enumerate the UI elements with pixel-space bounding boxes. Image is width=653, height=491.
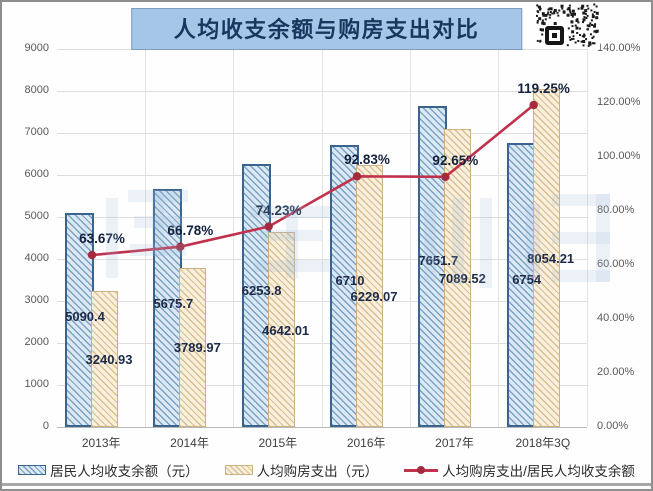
bar-housing-value: 7089.52	[438, 271, 486, 287]
y-axis-left-tick: 2000	[24, 336, 49, 348]
y-axis-left-tick: 7000	[24, 126, 49, 138]
balance-series-swatch	[18, 465, 47, 475]
qr-code-icon	[536, 3, 599, 47]
ratio-series-swatch	[404, 465, 439, 475]
bar-housing	[267, 232, 295, 427]
x-axis-tick: 2017年	[435, 436, 474, 450]
y-axis-left-tick: 3000	[24, 294, 49, 306]
bar-balance-value: 6754	[512, 272, 542, 288]
x-axis-tick: 2014年	[170, 436, 209, 450]
x-axis-tick: 2018年3Q	[515, 436, 571, 450]
ratio-value-label: 63.67%	[79, 231, 125, 247]
ratio-value-label: 92.83%	[344, 152, 390, 168]
y-axis-right-tick: 100.00%	[597, 150, 641, 162]
y-axis-right-tick: 140.00%	[597, 42, 641, 54]
bottom-divider	[2, 483, 651, 486]
bar-housing-value: 3240.93	[85, 351, 133, 367]
ratio-value-label: 92.65%	[432, 152, 479, 168]
gridline-v	[233, 49, 235, 427]
gridline-v	[498, 49, 500, 427]
y-axis-left-tick: 0	[42, 420, 49, 432]
legend-item-housing: 人均购房支出（元）	[224, 460, 379, 480]
bar-housing	[91, 290, 118, 427]
bar-housing	[532, 88, 560, 427]
y-axis-left-tick: 6000	[24, 168, 49, 180]
bar-balance-value: 6253.8	[241, 283, 282, 299]
y-axis-left-tick: 5000	[24, 210, 49, 222]
legend-label-ratio: 人均购房支出/居民人均收支余额	[442, 464, 635, 479]
legend-label-balance: 居民人均收支余额（元）	[50, 464, 199, 479]
x-axis-tick: 2013年	[81, 436, 121, 450]
ratio-value-label: 119.25%	[517, 81, 570, 97]
bar-housing-value: 8054.21	[527, 250, 575, 266]
legend-label-housing: 人均购房支出（元）	[256, 464, 379, 479]
bar-balance-value: 7651.7	[418, 252, 459, 268]
housing-series-swatch	[224, 465, 253, 475]
y-axis-left-tick: 8000	[24, 84, 49, 96]
bar-housing	[179, 267, 207, 427]
page-title: 人均收支余额与购房支出对比	[130, 8, 523, 50]
y-axis-right-tick: 60.00%	[597, 258, 635, 270]
y-axis-right-tick: 80.00%	[597, 204, 635, 216]
legend: 居民人均收支余额（元） 人均购房支出（元） 人均购房支出/居民人均收支余额	[2, 460, 651, 480]
gridline-v	[144, 49, 146, 427]
y-axis-right-tick: 0.00%	[597, 420, 629, 432]
gridline-h	[57, 426, 587, 428]
bar-housing-value: 3789.97	[173, 340, 221, 356]
ratio-value-label: 66.78%	[167, 222, 214, 238]
y-axis-left-tick: 9000	[24, 42, 49, 54]
gridline-v	[321, 49, 323, 427]
qr-code-icon	[536, 3, 600, 49]
x-axis-tick: 2016年	[346, 436, 386, 450]
bar-balance-value: 6710	[335, 273, 365, 289]
legend-item-ratio: 人均购房支出/居民人均收支余额	[404, 460, 635, 480]
gridline-v	[409, 49, 411, 427]
ratio-value-label: 74.23%	[255, 202, 302, 218]
y-axis-right-tick: 20.00%	[597, 366, 635, 378]
bar-housing-value: 6229.07	[350, 289, 398, 305]
x-axis-tick: 2015年	[258, 436, 298, 450]
legend-item-balance: 居民人均收支余额（元）	[18, 460, 199, 480]
bar-housing-value: 4642.01	[262, 322, 310, 338]
bar-balance-value: 5675.7	[153, 296, 194, 312]
plot-area: 0 1000 2000 3000 4000 5000 6000 7000 8000 9000 0.0…	[25, 42, 641, 450]
y-axis-right-tick: 120.00%	[597, 96, 641, 108]
bar-balance-value: 5090.4	[65, 308, 105, 324]
y-axis-left-tick: 1000	[24, 378, 49, 390]
y-axis-left-tick: 4000	[24, 252, 49, 264]
bar-balance	[65, 213, 94, 427]
y-axis-right-tick: 40.00%	[597, 312, 635, 324]
gridline-v	[586, 49, 588, 427]
